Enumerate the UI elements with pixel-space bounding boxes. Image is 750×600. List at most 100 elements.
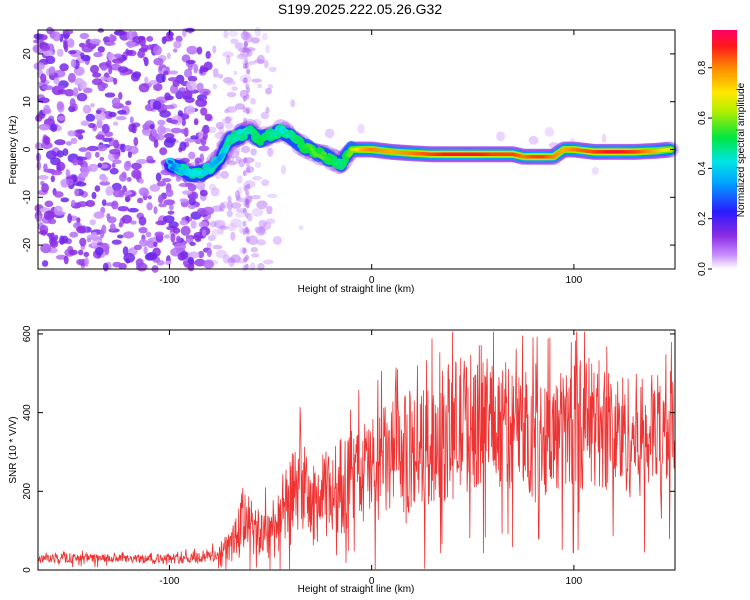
spectrogram-noise-blob	[261, 179, 270, 187]
snr-y-ticks: 0 200 400 600	[22, 325, 675, 573]
spectrogram-noise-blob	[161, 178, 172, 183]
spectrogram-noise-blob	[90, 64, 99, 74]
spectrogram-noise-blob	[145, 231, 152, 238]
spectrogram-noise-blob	[184, 68, 193, 78]
spectrogram-noise-blob	[76, 259, 83, 265]
spectrogram-noise-blob	[256, 200, 268, 210]
spectrogram-noise-blob	[146, 155, 154, 163]
spectrogram-ridge-segment	[179, 169, 186, 175]
spectrogram-noise-blob	[222, 51, 234, 58]
spectrogram-noise-blob	[40, 243, 52, 254]
snr-x-tick-label: -100	[159, 576, 179, 587]
spectrogram-noise-blob	[198, 250, 205, 259]
spectrogram-noise-blob	[63, 41, 68, 50]
spectrogram-noise-blob	[152, 100, 162, 111]
spectrogram-noise-blob	[123, 231, 135, 239]
spectrogram-noise-blob	[69, 231, 79, 238]
spectrogram-noise-blob	[100, 176, 109, 183]
spectrogram-noise-blob	[155, 134, 165, 141]
spectrogram-noise-blob	[45, 55, 56, 65]
spectrogram-noise-blob	[233, 70, 238, 76]
spectrogram-y-ticks: -20 -10 0 10 20	[22, 48, 675, 252]
spectrogram-noise-blob	[100, 65, 108, 71]
spectrogram-noise-blob	[147, 195, 152, 200]
spectrogram-noise-blob	[63, 255, 69, 265]
spectrogram-ridge-segment	[214, 159, 220, 165]
spectrogram-noise-blob	[228, 30, 239, 37]
spectrogram-noise-blob	[122, 246, 129, 256]
spectrogram-noise-blob	[106, 213, 111, 220]
spectrogram-noise-blob	[208, 183, 217, 191]
spectrogram-noise-blob	[254, 26, 261, 37]
spectrogram-noise-blob	[176, 235, 181, 243]
spectrogram-noise-blob	[56, 48, 64, 57]
spectrogram-noise-blob	[138, 227, 148, 234]
spectrogram-noise-blob	[212, 68, 219, 78]
spectrogram-noise-blob	[290, 99, 296, 108]
spectrogram-noise-blob	[235, 103, 245, 110]
spectrogram-noise-blob	[101, 199, 107, 207]
spectrogram-y-tick-label: 0	[22, 146, 33, 152]
spectrogram-noise-blob	[254, 58, 265, 64]
spectrogram-noise-blob	[240, 145, 251, 154]
spectrogram-noise-blob	[246, 237, 250, 244]
spectrogram-noise-blob	[231, 86, 238, 91]
spectrogram-noise-blob	[239, 225, 244, 234]
spectrogram-noise-blob	[149, 184, 161, 192]
spectrogram-noise-blob	[67, 72, 76, 83]
spectrogram-noise-blob	[172, 227, 181, 234]
spectrogram-noise-blob	[155, 73, 165, 84]
spectrogram-noise-blob	[112, 159, 122, 165]
spectrogram-noise-blob	[74, 188, 79, 197]
spectrogram-noise-blob	[206, 242, 212, 249]
snr-y-tick-label: 0	[22, 567, 33, 573]
spectrogram-noise-blob	[112, 58, 124, 64]
colorbar-tick-label: 0.8	[697, 60, 708, 74]
spectrogram-ridge-segment	[173, 167, 180, 173]
spectrogram-noise-blob	[272, 236, 282, 245]
spectrogram-noise-blob	[164, 133, 175, 139]
colorbar: 0.0 0.2 0.4 0.6 0.8 Normalized spectral ampl…	[697, 30, 747, 276]
spectrogram-noise-blob	[226, 54, 231, 65]
spectrogram-noise-blob	[193, 63, 199, 74]
spectrogram-noise-blob	[123, 252, 135, 263]
spectrogram-noise-blob	[91, 78, 103, 86]
spectrogram-ridge-segment	[171, 163, 178, 168]
spectrogram-noise-blob	[44, 200, 54, 208]
spectrogram-noise-blob	[170, 127, 182, 134]
spectrogram-noise-blob	[185, 235, 194, 244]
spectrogram-noise-blob	[256, 239, 266, 246]
spectrogram-noise-blob	[138, 83, 150, 93]
spectrogram-noise-blob	[245, 227, 250, 234]
spectrogram-noise-blob	[76, 156, 88, 161]
spectrogram-noise-blob	[169, 119, 179, 124]
spectrogram-noise-blob	[125, 50, 134, 56]
spectrogram-noise-blob	[242, 247, 247, 254]
spectrogram-noise-blob	[230, 218, 242, 228]
colorbar-tick-label: 0.6	[697, 111, 708, 125]
spectrogram-noise-blob	[209, 220, 217, 228]
spectrogram-noise-blob	[242, 170, 247, 177]
spectrogram-noise-blob	[104, 92, 116, 98]
spectrogram-ridge-segment	[295, 137, 301, 144]
spectrogram-ridge-segment	[325, 156, 331, 162]
spectrogram-x-label: Height of straight line (km)	[298, 284, 415, 295]
spectrogram-noise-blob	[133, 136, 139, 147]
spectrogram-noise-blob	[215, 121, 224, 130]
spectrogram-noise-blob	[194, 258, 206, 267]
spectrogram-noise-blob	[168, 70, 178, 75]
spectrogram-noise-blob	[242, 264, 247, 271]
spectrogram-noise-blob	[179, 198, 189, 203]
spectrogram-noise-blob	[76, 201, 88, 208]
spectrogram-ridge-segment	[224, 144, 230, 152]
spectrogram-noise-blob	[52, 31, 61, 42]
spectrogram-noise-blob	[50, 123, 58, 132]
spectrogram-noise-blob	[97, 46, 106, 53]
spectrogram-noise-blob	[54, 139, 66, 146]
spectrogram-noise-blob	[79, 32, 90, 40]
spectrogram-noise-blob	[35, 114, 43, 122]
spectrogram-noise-blob	[59, 235, 65, 245]
spectrogram-noise-blob	[67, 38, 75, 48]
spectrogram-noise-blob	[111, 163, 116, 168]
spectrogram-noise-blob	[84, 257, 89, 267]
